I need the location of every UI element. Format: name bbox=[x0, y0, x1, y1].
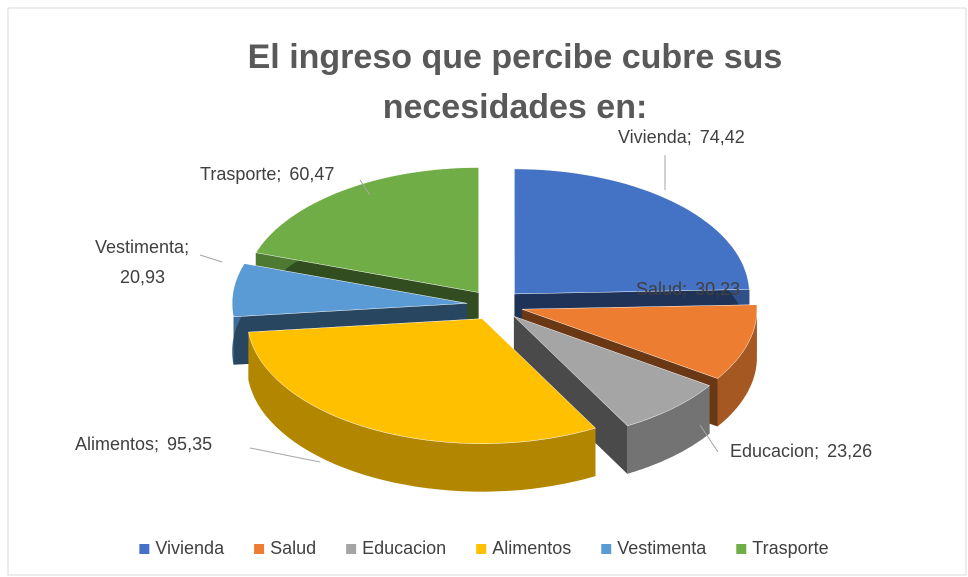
data-label: Educacion; 23,26 bbox=[730, 441, 872, 461]
data-label: Trasporte; 60,47 bbox=[200, 164, 334, 184]
legend-label: Educacion bbox=[362, 538, 446, 558]
data-label: Alimentos; 95,35 bbox=[75, 434, 212, 454]
legend-label: Vestimenta bbox=[617, 538, 707, 558]
legend-swatch bbox=[736, 544, 747, 554]
leader-line bbox=[359, 179, 371, 196]
label-category: Alimentos bbox=[75, 434, 154, 454]
legend-label: Trasporte bbox=[752, 538, 828, 558]
legend-swatch bbox=[254, 544, 265, 554]
leader-line bbox=[699, 424, 719, 453]
label-value: 60,47 bbox=[289, 164, 334, 184]
label-value: 95,35 bbox=[167, 434, 212, 454]
slice-side bbox=[513, 316, 628, 474]
label-value: 20,93 bbox=[120, 267, 165, 287]
label-separator: ; bbox=[682, 279, 687, 299]
label-separator: ; bbox=[184, 237, 189, 257]
legend-swatch bbox=[139, 544, 150, 554]
data-label: Vivienda; 74,42 bbox=[618, 127, 745, 147]
leader-line bbox=[199, 254, 223, 263]
slice-wall bbox=[717, 304, 757, 427]
legend-label: Salud bbox=[270, 538, 316, 558]
label-category: Educacion bbox=[730, 441, 814, 461]
label-separator: ; bbox=[154, 434, 159, 454]
label-value: 23,26 bbox=[827, 441, 872, 461]
slice bbox=[521, 304, 758, 379]
label-category: Salud bbox=[636, 279, 682, 299]
slice bbox=[513, 316, 711, 427]
slice bbox=[248, 318, 596, 444]
label-separator: ; bbox=[687, 127, 692, 147]
label-category: Trasporte bbox=[200, 164, 276, 184]
legend: Vivienda Salud Educacion Alimentos Vestiment… bbox=[139, 538, 829, 558]
label-value: 30,23 bbox=[695, 279, 740, 299]
legend-label: Alimentos bbox=[492, 538, 571, 558]
slice bbox=[255, 167, 479, 293]
legend-swatch bbox=[476, 544, 487, 554]
data-label: Vestimenta; 20,93 bbox=[95, 237, 189, 287]
label-value: 74,42 bbox=[700, 127, 745, 147]
legend-swatch bbox=[601, 544, 612, 554]
slice bbox=[514, 168, 750, 295]
slice-wall bbox=[627, 385, 710, 474]
label-category: Vivienda bbox=[618, 127, 688, 147]
slice bbox=[231, 263, 468, 318]
label-separator: ; bbox=[276, 164, 281, 184]
leader-line bbox=[249, 447, 321, 463]
legend-swatch bbox=[346, 544, 357, 554]
chart-title: El ingreso que percibe cubre sus necesid… bbox=[247, 38, 783, 126]
label-separator: ; bbox=[814, 441, 819, 461]
legend-label: Vivienda bbox=[155, 538, 225, 558]
data-label: Salud; 30,23 bbox=[636, 279, 740, 299]
slice-wall bbox=[248, 332, 596, 492]
label-category: Vestimenta bbox=[95, 237, 185, 257]
chart-border bbox=[7, 7, 967, 576]
